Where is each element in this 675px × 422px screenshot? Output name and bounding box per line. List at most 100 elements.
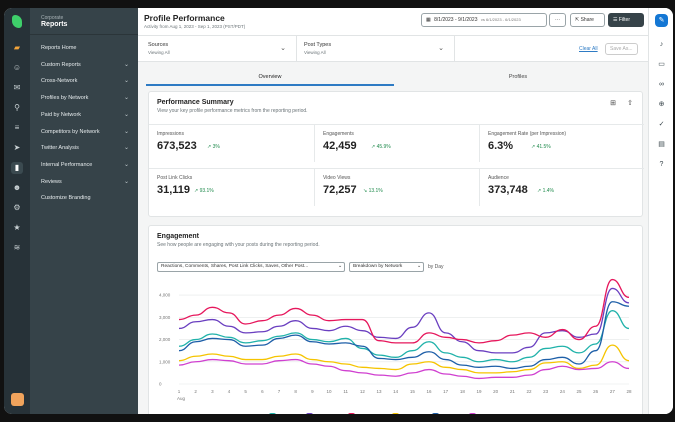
divider xyxy=(30,34,138,35)
filter-label: Filter xyxy=(618,17,630,23)
sprout-logo[interactable] xyxy=(12,15,22,28)
clear-all-link[interactable]: Clear All xyxy=(579,46,598,52)
metric-tile: Video Views 72,257 ↘ 13.1% xyxy=(314,168,479,206)
export-icon[interactable]: ⇧ xyxy=(627,100,633,107)
series-line-instagram[interactable] xyxy=(178,278,630,344)
breakdown-select[interactable]: Breakdown by Network ⌄ xyxy=(349,262,424,272)
filter-icon: ☰ xyxy=(613,17,618,23)
metric-label: Video Views xyxy=(323,175,351,181)
sidebar-item[interactable]: Custom Reports ⌄ xyxy=(41,60,129,70)
sidebar-item[interactable]: Paid by Network ⌄ xyxy=(41,110,129,120)
list-icon[interactable]: ≡ xyxy=(14,123,20,132)
y-tick-label: 4,000 xyxy=(159,293,171,298)
user-circle-icon[interactable]: ☺ xyxy=(12,63,22,72)
sidebar-item[interactable]: Profiles by Network ⌄ xyxy=(41,93,129,103)
bell-icon[interactable]: ♪ xyxy=(659,41,664,48)
sidebar-item[interactable]: Internal Performance ⌄ xyxy=(41,160,129,170)
sidebar-item[interactable]: Reports Home xyxy=(41,43,129,53)
performance-summary-card: Performance Summary View your key profil… xyxy=(148,91,644,217)
sidebar-item-label: Reports Home xyxy=(41,45,77,51)
chevron-down-icon: ⌄ xyxy=(123,111,129,118)
x-tick-label: 12 xyxy=(360,389,366,394)
breakdown-select-value: Breakdown by Network xyxy=(353,264,403,269)
share-button[interactable]: ⇱ Share xyxy=(570,13,605,27)
chat-icon[interactable]: ▭ xyxy=(658,61,665,68)
date-range-button[interactable]: ▦ 8/1/2023 - 9/1/2023 vs 6/1/2023 - 6/1/… xyxy=(421,13,547,27)
metric-label: Impressions xyxy=(157,131,184,137)
compose-icon[interactable]: ✎ xyxy=(655,14,668,27)
legend-item[interactable]: Facebook xyxy=(306,413,337,414)
x-tick-label: 9 xyxy=(311,389,314,394)
x-tick-label: 19 xyxy=(476,389,482,394)
chevron-down-icon: ⌄ xyxy=(123,178,129,185)
send-icon[interactable]: ➤ xyxy=(13,143,21,152)
metric-value: 373,748 xyxy=(488,184,528,196)
star-icon[interactable]: ★ xyxy=(13,223,21,232)
series-line-facebook[interactable] xyxy=(178,287,630,354)
more-button[interactable]: ··· xyxy=(549,13,566,27)
metric-select[interactable]: Reactions, Comments, Shares, Post Link C… xyxy=(157,262,345,272)
soundwave-icon[interactable]: ≋ xyxy=(13,243,21,252)
metric-change: ↘ 13.1% xyxy=(363,188,383,194)
help-icon[interactable]: ? xyxy=(659,161,664,168)
legend-item[interactable]: Instagram xyxy=(348,413,379,414)
x-tick-label: 3 xyxy=(211,389,214,394)
folder-icon[interactable]: ▰ xyxy=(13,43,21,52)
filter-bar: Sources Viewing All ⌄ Post Types Viewing… xyxy=(138,36,648,62)
x-tick-label: 1 xyxy=(178,389,181,394)
inbox-icon[interactable]: ✉ xyxy=(13,83,21,92)
reports-sidebar: Corporate Reports Reports Home Custom Rep… xyxy=(30,8,138,414)
add-icon[interactable]: ⊕ xyxy=(658,101,665,108)
x-tick-label: 22 xyxy=(526,389,532,394)
bar-chart-icon[interactable]: ▮ xyxy=(11,162,23,174)
metric-value: 72,257 xyxy=(323,184,357,196)
sidebar-item[interactable]: Customize Branding xyxy=(41,193,129,203)
save-as-button[interactable]: Save As... xyxy=(605,43,638,55)
metric-label: Audience xyxy=(488,175,509,181)
legend-item[interactable]: YouTube xyxy=(469,413,498,414)
tab-bar: Overview Profiles xyxy=(146,70,642,86)
metric-change: ↗ 45.9% xyxy=(371,144,391,150)
sources-filter[interactable]: Sources Viewing All ⌄ xyxy=(142,40,292,58)
chevron-down-icon: ⌄ xyxy=(337,264,342,269)
people-icon[interactable]: ☻ xyxy=(12,183,22,192)
x-tick-label: 23 xyxy=(543,389,549,394)
legend-item[interactable]: Twitter xyxy=(269,413,293,414)
sidebar-item[interactable]: Reviews ⌄ xyxy=(41,177,129,187)
pin-icon[interactable]: ⚲ xyxy=(14,103,20,112)
link-icon[interactable]: ∞ xyxy=(659,81,664,88)
post-types-filter[interactable]: Post Types Viewing All ⌄ xyxy=(298,40,450,58)
legend-item[interactable]: LinkedIn xyxy=(392,413,420,414)
series-line-youtube[interactable] xyxy=(178,358,630,380)
post-types-label: Post Types xyxy=(304,42,332,48)
page-subtitle: Activity from Aug 1, 2023 - Sep 1, 2023 … xyxy=(144,24,246,29)
engagement-title: Engagement xyxy=(157,233,200,240)
x-tick-label: 7 xyxy=(278,389,281,394)
series-line-tiktok[interactable] xyxy=(178,301,630,370)
sidebar-item[interactable]: Twitter Analysis ⌄ xyxy=(41,143,129,153)
sidebar-item-label: Cross-Network xyxy=(41,78,78,85)
x-tick-label: 18 xyxy=(460,389,466,394)
icon-rail: ▰ ☺ ✉ ⚲ ≡ ➤ ▮ ☻ ⚙ ★ ≋ xyxy=(4,8,30,414)
sidebar-item[interactable]: Competitors by Network ⌄ xyxy=(41,127,129,137)
app-window: ▰ ☺ ✉ ⚲ ≡ ➤ ▮ ☻ ⚙ ★ ≋ Corporate Reports Reports Ho… xyxy=(4,8,673,414)
table-view-icon[interactable]: ⊞ xyxy=(610,100,616,107)
tab-profiles[interactable]: Profiles xyxy=(508,74,528,80)
metric-select-value: Reactions, Comments, Shares, Post Link C… xyxy=(161,264,309,269)
check-icon[interactable]: ✓ xyxy=(658,121,665,128)
sidebar-item[interactable]: Cross-Network ⌄ xyxy=(41,76,129,86)
x-tick-label: 27 xyxy=(610,389,616,394)
series-line-linkedin[interactable] xyxy=(178,344,630,374)
filter-button[interactable]: ☰ Filter xyxy=(608,13,644,27)
engagement-card: Engagement See how people are engaging w… xyxy=(148,225,643,414)
tab-overview[interactable]: Overview xyxy=(146,70,394,86)
legend-item[interactable]: TikTok xyxy=(432,413,455,414)
media-icon[interactable]: ▤ xyxy=(658,141,665,148)
series-line-twitter[interactable] xyxy=(178,310,630,363)
divider xyxy=(296,36,297,62)
metric-change: ↗ 41.5% xyxy=(531,144,551,150)
bot-icon[interactable]: ⚙ xyxy=(13,203,21,212)
metric-tile: Engagements 42,459 ↗ 45.9% xyxy=(314,124,479,162)
calendar-icon: ▦ xyxy=(426,17,431,23)
avatar[interactable] xyxy=(11,393,24,406)
